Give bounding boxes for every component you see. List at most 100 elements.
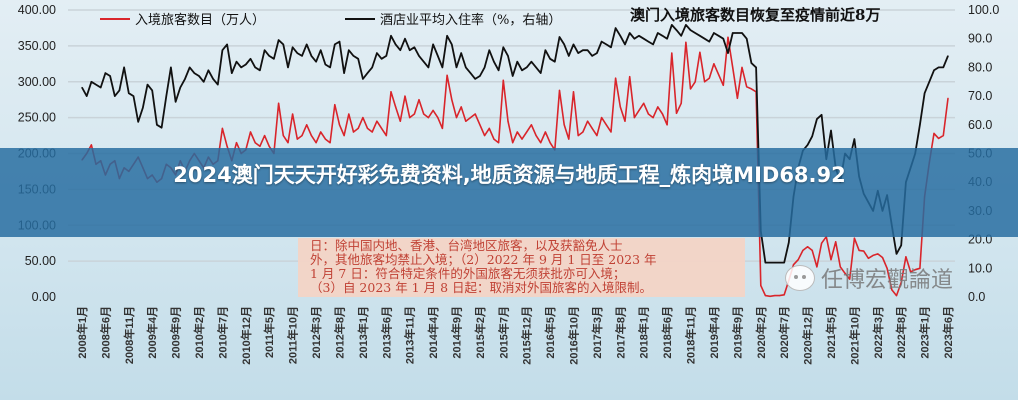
x-tick-label: 2022年3月 — [871, 306, 885, 359]
visitor-point — [811, 249, 813, 251]
visitor-point — [601, 117, 603, 119]
visitor-point — [619, 106, 621, 108]
x-tick-label: 2020年12月 — [801, 306, 815, 365]
occupancy-point — [254, 66, 256, 68]
occupancy-point — [521, 69, 523, 71]
visitor-point — [741, 66, 743, 68]
occupancy-point — [352, 55, 355, 57]
visitor-point — [343, 134, 345, 137]
visitor-point — [385, 134, 387, 137]
legend-label: 酒店业平均入住率（%，右轴） — [380, 13, 562, 28]
visitor-point — [629, 76, 631, 78]
occupancy-point — [502, 46, 504, 48]
occupancy-point — [718, 35, 720, 37]
visitor-point — [909, 271, 912, 273]
occupancy-point — [727, 52, 729, 54]
visitor-point — [675, 112, 678, 114]
visitor-point — [591, 127, 593, 129]
occupancy-point — [390, 35, 392, 37]
x-tick-label: 2015年12月 — [520, 306, 534, 365]
y-right-tick-label: 70.0 — [968, 89, 992, 103]
occupancy-point — [479, 75, 481, 77]
occupancy-point — [638, 35, 640, 37]
occupancy-point — [788, 241, 790, 244]
x-tick-label: 2019年4月 — [707, 306, 721, 359]
x-tick-label: 2017年3月 — [590, 306, 604, 359]
visitor-point — [774, 294, 776, 297]
occupancy-point — [540, 72, 542, 74]
y-right-tick-label: 60.0 — [968, 118, 992, 132]
occupancy-point — [451, 43, 453, 46]
visitor-point — [689, 88, 692, 90]
visitor-point — [821, 242, 823, 244]
visitor-point — [863, 250, 865, 252]
occupancy-point — [755, 66, 757, 68]
occupancy-point — [128, 92, 130, 94]
x-tick-label: 2012年3月 — [309, 306, 323, 359]
visitor-point — [769, 295, 771, 297]
visitor-point — [427, 117, 429, 119]
visitor-point — [727, 36, 729, 38]
occupancy-point — [741, 32, 743, 34]
visitor-point — [493, 138, 495, 140]
visitor-point — [352, 131, 355, 133]
occupancy-point — [259, 69, 261, 71]
x-tick-label: 2008年1月 — [75, 306, 89, 359]
x-tick-label: 2015年7月 — [496, 306, 510, 359]
visitor-point — [315, 142, 317, 144]
x-tick-label: 2018年11月 — [684, 306, 698, 364]
occupancy-point — [306, 43, 308, 46]
visitor-point — [479, 124, 481, 126]
wechat-icon — [785, 265, 815, 291]
occupancy-point — [100, 86, 102, 89]
banner-title: 2024澳门天天开好彩免费资料,地质资源与地质工程_炼肉境MID68.92 — [173, 163, 846, 187]
visitor-point — [292, 113, 294, 115]
visitor-point — [235, 142, 238, 144]
visitor-point — [540, 142, 542, 144]
visitor-point — [703, 81, 706, 83]
visitor-point — [310, 134, 312, 137]
visitor-point — [498, 142, 500, 144]
legend-item-visitors: 入境旅客数目（万人） — [100, 9, 265, 28]
occupancy-point — [806, 144, 809, 146]
occupancy-point — [586, 49, 589, 51]
occupancy-point — [928, 81, 930, 83]
visitor-point — [647, 113, 650, 115]
visitor-point — [348, 113, 350, 115]
occupancy-point — [315, 61, 317, 63]
occupancy-point — [282, 43, 284, 46]
occupancy-point — [830, 129, 832, 132]
occupancy-point — [217, 84, 219, 86]
occupancy-point — [273, 58, 275, 60]
y-right-tick-label: 10.0 — [968, 261, 992, 275]
visitor-point — [849, 278, 851, 280]
visitor-point — [413, 113, 415, 115]
occupancy-point — [263, 49, 266, 51]
occupancy-point — [582, 49, 584, 51]
visitor-point — [886, 267, 888, 269]
occupancy-point — [203, 81, 205, 83]
visitor-point — [615, 77, 617, 79]
visitor-point — [334, 104, 336, 106]
occupancy-point — [647, 40, 650, 43]
y-left-tick-label: 0.00 — [32, 290, 56, 304]
visitor-point — [568, 138, 570, 140]
visitor-point — [582, 131, 584, 133]
x-tick-label: 2013年1月 — [356, 306, 370, 359]
occupancy-point — [142, 106, 144, 109]
visitor-point — [254, 142, 256, 144]
y-left-tick-label: 50.00 — [25, 254, 56, 268]
x-tick-label: 2020年7月 — [777, 306, 791, 359]
visitor-point — [521, 138, 523, 140]
visitor-point — [839, 266, 841, 268]
occupancy-point — [563, 43, 565, 46]
visitor-point — [947, 97, 949, 99]
occupancy-point — [357, 58, 359, 60]
occupancy-point — [81, 86, 83, 89]
occupancy-point — [165, 95, 167, 97]
visitor-point — [502, 79, 504, 81]
annotation-line: 外，其他旅客均禁止入境；（2）2022 年 9 月 1 日至 2023 年 — [310, 252, 657, 267]
occupancy-point — [657, 32, 659, 34]
occupancy-point — [376, 52, 378, 54]
visitor-point — [226, 145, 228, 147]
